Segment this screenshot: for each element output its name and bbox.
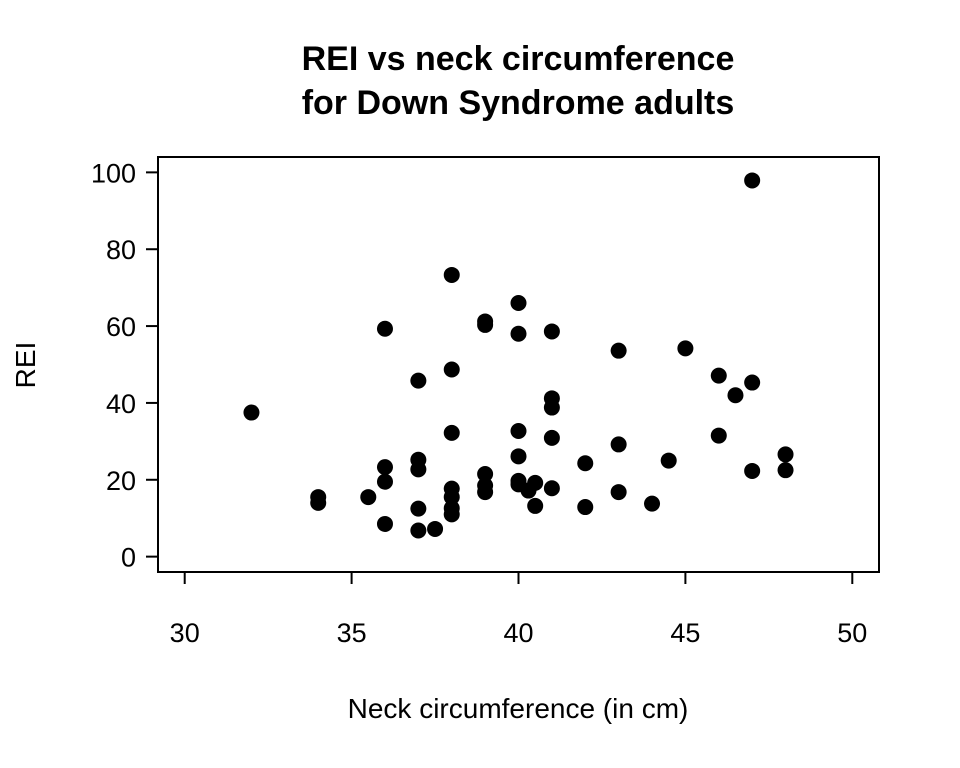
data-point <box>477 466 494 483</box>
data-point <box>410 461 427 478</box>
data-point <box>744 462 761 479</box>
y-tick-label: 60 <box>106 312 136 342</box>
data-point <box>376 459 393 476</box>
data-point <box>644 495 661 512</box>
data-point <box>777 462 794 479</box>
data-point <box>410 522 427 539</box>
data-point <box>577 455 594 472</box>
chart-title-line-1: REI vs neck circumference <box>302 40 735 78</box>
data-point <box>543 323 560 340</box>
data-point <box>744 374 761 391</box>
data-point <box>443 506 460 523</box>
x-axis-label: Neck circumference (in cm) <box>348 693 689 724</box>
data-point <box>543 480 560 497</box>
data-point <box>777 446 794 463</box>
x-tick-label: 30 <box>170 618 200 648</box>
data-point <box>527 474 544 491</box>
x-tick-label: 35 <box>337 618 367 648</box>
x-tick-label: 40 <box>503 618 533 648</box>
x-tick-label: 50 <box>837 618 867 648</box>
data-point <box>527 497 544 514</box>
data-point <box>477 316 494 333</box>
data-point <box>376 515 393 532</box>
data-point <box>510 448 527 465</box>
data-point <box>710 367 727 384</box>
x-tick-label: 45 <box>670 618 700 648</box>
data-point <box>243 404 260 421</box>
y-tick-label: 40 <box>106 389 136 419</box>
plot-area <box>157 156 880 573</box>
data-point <box>543 399 560 416</box>
data-point <box>443 266 460 283</box>
data-point <box>610 342 627 359</box>
chart-title-line-2: for Down Syndrome adults <box>302 84 735 122</box>
data-point <box>543 429 560 446</box>
x-axis-ticks: 30 35 40 45 50 <box>170 572 867 648</box>
data-point <box>744 172 761 189</box>
y-axis-ticks: 0 20 40 60 80 100 <box>91 158 158 573</box>
data-point <box>677 340 694 357</box>
data-point <box>727 387 744 404</box>
data-point <box>710 427 727 444</box>
y-tick-label: 0 <box>121 543 136 573</box>
data-point <box>510 295 527 312</box>
data-point <box>610 436 627 453</box>
data-point <box>510 325 527 342</box>
data-point <box>477 484 494 501</box>
y-axis-label: REI <box>10 342 41 389</box>
data-point <box>660 452 677 469</box>
data-point <box>443 361 460 378</box>
data-point <box>443 489 460 506</box>
data-point <box>360 489 377 506</box>
data-point <box>443 424 460 441</box>
y-tick-label: 80 <box>106 235 136 265</box>
data-point <box>427 520 444 537</box>
data-point <box>376 473 393 490</box>
y-tick-label: 20 <box>106 466 136 496</box>
data-point <box>510 422 527 439</box>
y-tick-label: 100 <box>91 158 136 188</box>
data-point <box>410 500 427 517</box>
data-point <box>610 484 627 501</box>
data-point <box>310 494 327 511</box>
data-point <box>376 320 393 337</box>
data-point <box>410 372 427 389</box>
data-points <box>243 172 794 539</box>
data-point <box>577 499 594 516</box>
